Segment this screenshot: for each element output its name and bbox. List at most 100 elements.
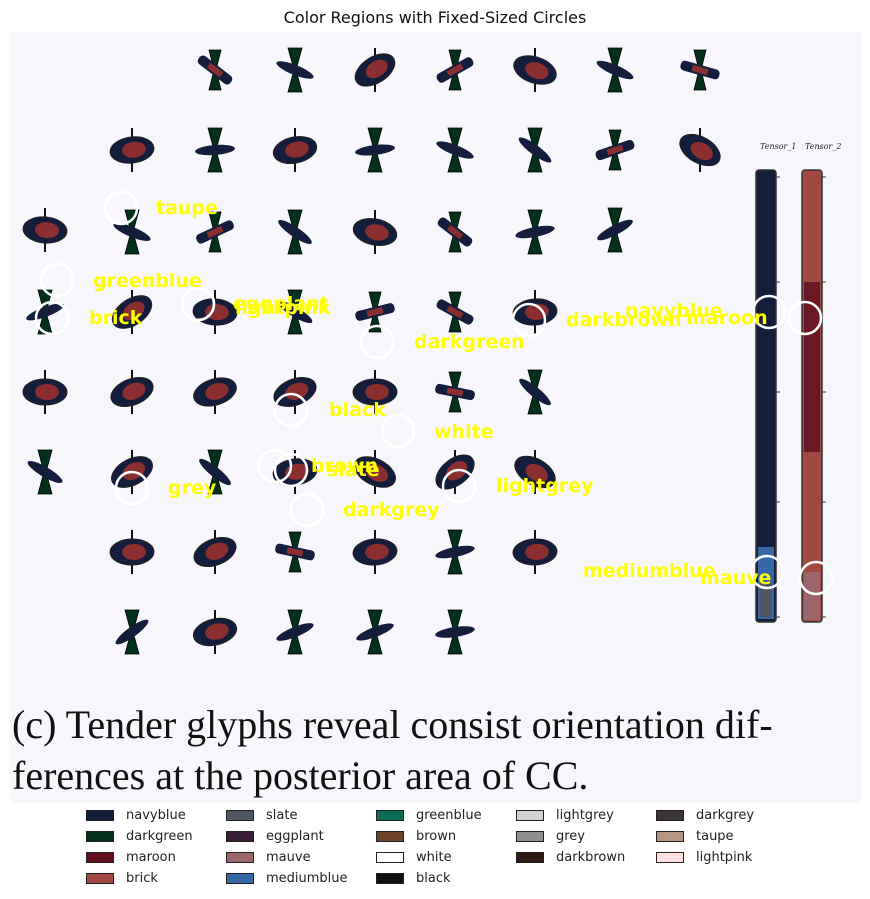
- annotation-circle: [798, 560, 834, 596]
- colorbar-tensor1-lowest: [760, 582, 772, 617]
- figure-title: Color Regions with Fixed-Sized Circles: [283, 8, 587, 27]
- tensor-glyph: [680, 49, 720, 91]
- tensor-glyph: [197, 49, 233, 91]
- tensor-glyph: [276, 47, 314, 93]
- annotation-label: brown: [311, 455, 378, 477]
- tensor-glyph: [192, 610, 238, 654]
- tensor-glyph: [115, 609, 149, 655]
- tensor-glyph: [355, 291, 395, 333]
- annotation-label: mauve: [700, 567, 771, 589]
- legend-swatch: [86, 831, 114, 842]
- legend-swatch: [516, 852, 544, 863]
- legend-swatch: [226, 810, 254, 821]
- tensor-glyph: [513, 48, 557, 92]
- tensor-glyph: [436, 49, 474, 91]
- tensor-glyph: [27, 449, 63, 495]
- legend-label: eggplant: [266, 829, 324, 844]
- tensor-glyph: [273, 370, 317, 414]
- annotation-circle: [114, 470, 150, 506]
- legend-label: grey: [556, 829, 586, 844]
- annotation-label: eggplant: [233, 293, 329, 315]
- caption-line-1: (c) Tender glyphs reveal consist orienta…: [12, 702, 773, 747]
- tensor-glyph: [110, 370, 154, 414]
- tensor-glyph: [195, 127, 235, 173]
- annotation-label: darkgrey: [343, 499, 440, 521]
- colorbar-label-tensor2: Tensor_2: [805, 142, 841, 151]
- legend-label: lightpink: [696, 850, 753, 865]
- legend-label: darkgrey: [696, 808, 755, 823]
- legend-swatch: [376, 873, 404, 884]
- tensor-glyph: [595, 129, 635, 171]
- legend-item: darkbrown: [516, 847, 625, 868]
- annotation-label: darkbrown: [566, 309, 682, 331]
- legend-item: eggplant: [226, 826, 348, 847]
- annotation-label: lightpink: [235, 297, 331, 319]
- legend-swatch: [516, 831, 544, 842]
- legend-swatch: [86, 810, 114, 821]
- tensor-glyph: [512, 530, 558, 574]
- annotation-label: mediumblue: [583, 560, 716, 582]
- legend-swatch: [226, 831, 254, 842]
- annotation-circle: [787, 300, 823, 336]
- tensor-glyph: [518, 127, 552, 173]
- annotation-circle: [289, 492, 325, 528]
- legend: navyblue darkgreen maroon brick slate eggplan…: [86, 805, 806, 895]
- legend-item: black: [376, 868, 482, 889]
- tensor-glyph: [514, 450, 556, 494]
- tensor-glyph: [355, 127, 395, 173]
- legend-item: slate: [226, 805, 348, 826]
- colorbar-ticks: [776, 176, 826, 618]
- annotation-circle: [39, 262, 75, 298]
- legend-item: lightpink: [656, 847, 754, 868]
- legend-label: brick: [126, 871, 158, 886]
- annotation-circle: [257, 448, 293, 484]
- colorbar-tensor1: [755, 169, 777, 623]
- legend-item: brick: [86, 868, 193, 889]
- legend-column: slate eggplant mauve mediumblue: [226, 805, 348, 889]
- tensor-glyph: [436, 127, 474, 173]
- annotation-circle: [441, 468, 477, 504]
- tensor-glyph: [597, 207, 633, 253]
- annotation-label: brick: [89, 307, 143, 329]
- legend-label: maroon: [126, 850, 176, 865]
- legend-label: greenblue: [416, 808, 482, 823]
- tensor-glyph: [276, 609, 314, 655]
- colorbar-tensor2-mid: [804, 282, 820, 452]
- legend-item: taupe: [656, 826, 754, 847]
- tensor-glyph: [193, 530, 237, 574]
- legend-label: mauve: [266, 850, 311, 865]
- legend-item: navyblue: [86, 805, 193, 826]
- image-panel: Tensor_1 Tensor_2 (c) Tender glyphs reve…: [10, 32, 861, 803]
- legend-item: darkgrey: [656, 805, 754, 826]
- annotation-label: navyblue: [625, 300, 723, 322]
- annotation-circle: [380, 413, 416, 449]
- tensor-glyph: [278, 209, 312, 255]
- tensor-glyph: [272, 128, 318, 172]
- legend-item: mediumblue: [226, 868, 348, 889]
- tensor-glyph: [515, 209, 555, 255]
- colorbar-tensor2-low: [804, 572, 820, 620]
- legend-item: grey: [516, 826, 625, 847]
- tensor-glyphs: [22, 47, 721, 655]
- annotation-circle: [273, 452, 309, 488]
- legend-swatch: [376, 852, 404, 863]
- colorbar-label-tensor1: Tensor_1: [760, 142, 796, 151]
- legend-label: brown: [416, 829, 457, 844]
- legend-swatch: [656, 852, 684, 863]
- legend-swatch: [86, 852, 114, 863]
- colorbars: Tensor_1 Tensor_2: [755, 142, 841, 623]
- legend-swatch: [226, 873, 254, 884]
- annotation-circle: [273, 392, 309, 428]
- tensor-glyph: [352, 370, 398, 414]
- annotation-label: grey: [168, 477, 217, 499]
- tensor-glyph: [519, 369, 551, 415]
- tensor-glyph: [352, 530, 398, 574]
- tensor-glyph: [196, 211, 234, 253]
- tensor-glyph: [435, 371, 475, 413]
- tensor-glyph: [436, 291, 474, 333]
- legend-item: maroon: [86, 847, 193, 868]
- annotation-circle: [34, 300, 70, 336]
- tensor-glyph: [354, 48, 396, 92]
- tensor-glyph: [109, 530, 155, 574]
- tensor-glyph: [437, 211, 473, 253]
